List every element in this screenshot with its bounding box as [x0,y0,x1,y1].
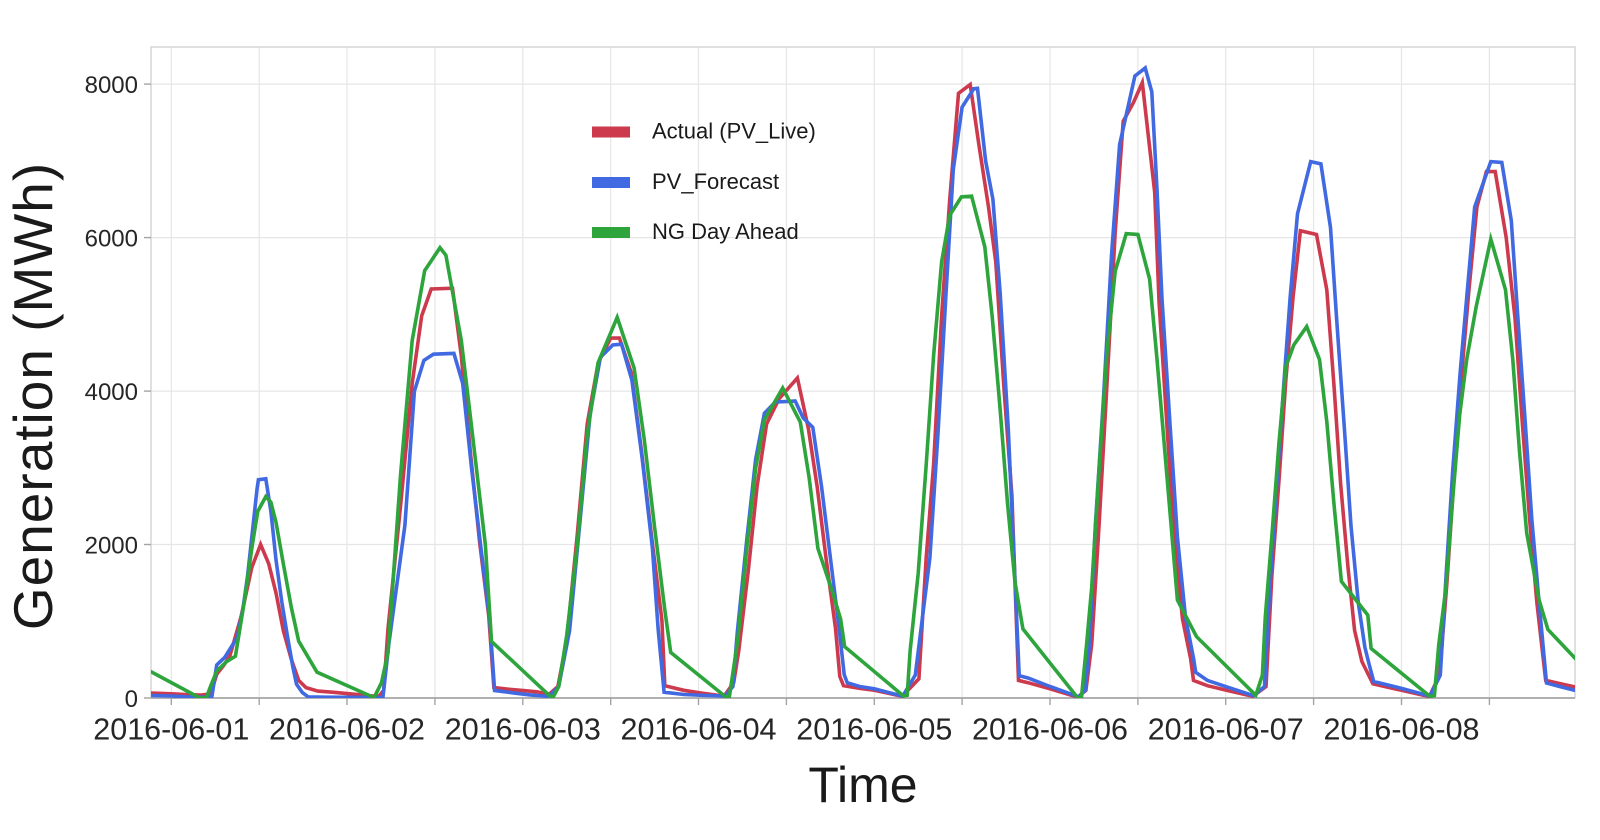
svg-text:0: 0 [125,686,138,713]
svg-text:2016-06-04: 2016-06-04 [620,713,776,747]
svg-text:PV_Forecast: PV_Forecast [652,169,779,194]
svg-text:Generation (MWh): Generation (MWh) [2,162,64,630]
svg-text:2016-06-08: 2016-06-08 [1323,713,1479,747]
svg-text:NG Day Ahead: NG Day Ahead [652,219,799,244]
svg-text:Time: Time [808,757,917,813]
svg-text:2016-06-06: 2016-06-06 [972,713,1128,747]
svg-text:2016-06-07: 2016-06-07 [1148,713,1304,747]
svg-text:2000: 2000 [85,532,138,559]
svg-text:6000: 6000 [85,225,138,252]
svg-text:2016-06-02: 2016-06-02 [269,713,425,747]
svg-text:2016-06-01: 2016-06-01 [93,713,249,747]
svg-text:2016-06-03: 2016-06-03 [445,713,601,747]
svg-text:4000: 4000 [85,379,138,406]
svg-text:2016-06-05: 2016-06-05 [796,713,952,747]
svg-text:8000: 8000 [85,72,138,99]
svg-text:Actual (PV_Live): Actual (PV_Live) [652,119,816,144]
